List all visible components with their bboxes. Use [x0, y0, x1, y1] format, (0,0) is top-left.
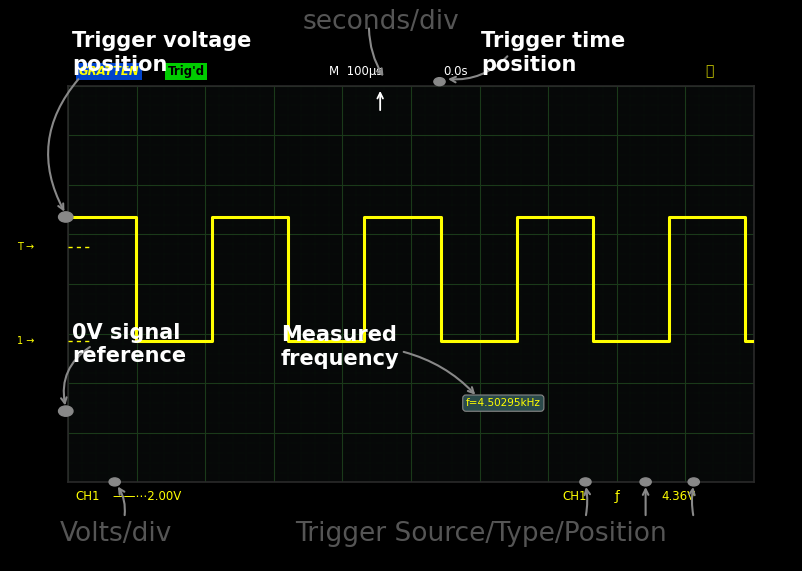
Text: ƒ: ƒ	[614, 490, 619, 502]
Text: ⌸: ⌸	[705, 65, 714, 78]
Text: CH1: CH1	[562, 490, 586, 502]
Text: 4.36V: 4.36V	[662, 490, 695, 502]
Text: Trigger time
position: Trigger time position	[481, 31, 626, 75]
Text: Trigger voltage
position: Trigger voltage position	[72, 31, 252, 75]
Text: T →: T →	[17, 242, 34, 252]
Text: CH1: CH1	[75, 490, 99, 502]
Text: Trigger Source/Type/Position: Trigger Source/Type/Position	[295, 521, 667, 547]
Text: ——⋯2.00V: ——⋯2.00V	[113, 490, 182, 502]
Text: 0V signal
reference: 0V signal reference	[72, 323, 186, 366]
Text: Volts/div: Volts/div	[60, 521, 172, 547]
Text: Trig'd: Trig'd	[168, 65, 205, 78]
Text: seconds/div: seconds/div	[302, 9, 460, 35]
Text: f=4.50295kHz: f=4.50295kHz	[466, 398, 541, 408]
Text: Measured
frequency: Measured frequency	[281, 325, 399, 369]
Text: 0.0s: 0.0s	[444, 65, 468, 78]
Text: M  100μs: M 100μs	[330, 65, 383, 78]
Text: 1 →: 1 →	[17, 336, 34, 346]
Text: GRATTEN: GRATTEN	[79, 65, 140, 78]
